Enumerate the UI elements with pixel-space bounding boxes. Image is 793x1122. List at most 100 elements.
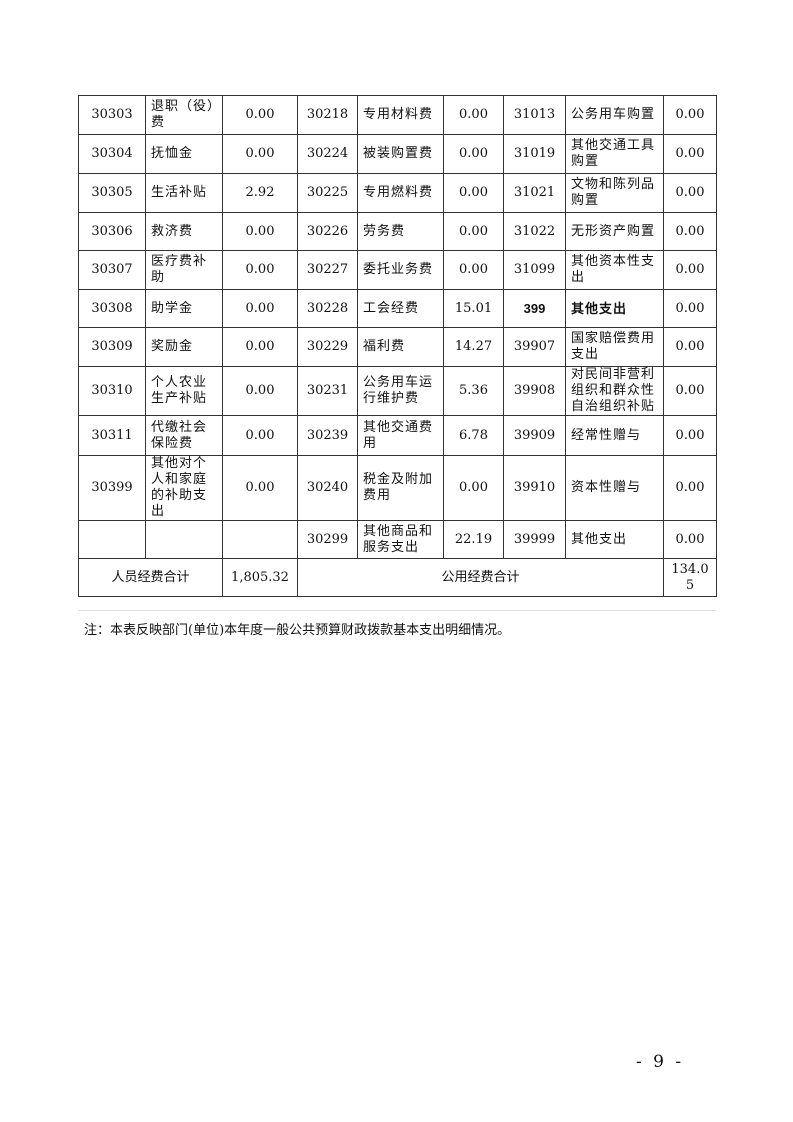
amount-cell: 0.00 [222,250,298,290]
amount-cell: 0.00 [222,212,298,251]
amount-cell: 0.00 [663,173,717,213]
code-cell: 31019 [503,134,566,174]
code-cell: 39908 [503,366,566,416]
amount-cell: 0.00 [663,455,717,521]
name-cell: 文物和陈列品购置 [565,173,664,213]
code-cell: 30304 [78,134,146,174]
amount-cell: 22.19 [443,520,504,559]
amount-cell: 0.00 [222,366,298,416]
amount-cell: 0.00 [222,95,298,135]
name-cell: 公务用车运行维护费 [357,366,444,416]
name-cell: 助学金 [145,289,223,328]
amount-cell: 14.27 [443,327,504,367]
name-cell: 其他交通费用 [357,415,444,456]
amount-cell: 0.00 [443,212,504,251]
name-cell: 专用材料费 [357,95,444,135]
code-cell: 30228 [297,289,358,328]
code-cell: 30239 [297,415,358,456]
amount-cell: 0.00 [663,134,717,174]
name-cell: 税金及附加费用 [357,455,444,521]
totals-row: 人员经费合计 1,805.32 公用经费合计 134.05 [78,558,717,597]
code-cell: 31013 [503,95,566,135]
table-row: 30309 奖励金 0.00 30229 福利费 14.27 39907 国家赔偿费用支出 0.… [78,327,717,367]
code-cell: 30231 [297,366,358,416]
name-cell: 救济费 [145,212,223,251]
amount-cell: 0.00 [222,455,298,521]
amount-cell: 0.00 [663,415,717,456]
code-cell: 30305 [78,173,146,213]
name-cell: 抚恤金 [145,134,223,174]
name-cell: 公务用车购置 [565,95,664,135]
name-cell: 其他交通工具购置 [565,134,664,174]
name-cell: 国家赔偿费用支出 [565,327,664,367]
name-cell: 医疗费补助 [145,250,223,290]
code-cell [78,520,146,559]
name-cell: 其他资本性支出 [565,250,664,290]
name-cell: 被装购置费 [357,134,444,174]
code-cell: 30224 [297,134,358,174]
amount-cell: 0.00 [443,173,504,213]
code-cell: 30226 [297,212,358,251]
code-cell: 30299 [297,520,358,559]
code-cell: 30307 [78,250,146,290]
amount-cell: 0.00 [443,95,504,135]
amount-cell: 0.00 [663,95,717,135]
amount-cell [222,520,298,559]
amount-cell: 5.36 [443,366,504,416]
amount-cell: 0.00 [443,455,504,521]
page-number: - 9 - [636,1052,685,1072]
amount-cell: 0.00 [663,212,717,251]
table-row: 30305 生活补贴 2.92 30225 专用燃料费 0.00 31021 文物和陈列品购置… [78,173,717,213]
code-cell: 30303 [78,95,146,135]
code-cell: 399 [503,289,566,328]
name-cell: 福利费 [357,327,444,367]
code-cell: 30229 [297,327,358,367]
name-cell: 无形资产购置 [565,212,664,251]
code-cell: 30240 [297,455,358,521]
amount-cell: 6.78 [443,415,504,456]
table-row: 30311 代缴社会保险费 0.00 30239 其他交通费用 6.78 39909 经常性赠… [78,415,717,456]
name-cell: 对民间非营利组织和群众性自治组织补贴 [565,366,664,416]
code-cell: 31099 [503,250,566,290]
amount-cell: 0.00 [663,366,717,416]
table-row: 30304 抚恤金 0.00 30224 被装购置费 0.00 31019 其他交通工具购置 0… [78,134,717,174]
code-cell: 31022 [503,212,566,251]
table-row: 30306 救济费 0.00 30226 劳务费 0.00 31022 无形资产购置 0.00 [78,212,717,251]
divider [78,610,716,611]
amount-cell: 2.92 [222,173,298,213]
name-cell: 生活补贴 [145,173,223,213]
personnel-total-value: 1,805.32 [222,558,298,597]
public-total-label: 公用经费合计 [297,558,664,597]
table-row: 30310 个人农业生产补贴 0.00 30231 公务用车运行维护费 5.36 39908… [78,366,717,416]
code-cell: 30310 [78,366,146,416]
name-cell: 委托业务费 [357,250,444,290]
code-cell: 39999 [503,520,566,559]
public-total-value: 134.05 [663,558,717,597]
amount-cell: 0.00 [222,415,298,456]
table-row: 30307 医疗费补助 0.00 30227 委托业务费 0.00 31099 其他资本性支出… [78,250,717,290]
amount-cell: 0.00 [443,250,504,290]
code-cell: 30218 [297,95,358,135]
amount-cell: 0.00 [222,289,298,328]
amount-cell: 0.00 [663,520,717,559]
code-cell: 30308 [78,289,146,328]
name-cell: 其他商品和服务支出 [357,520,444,559]
name-cell: 其他支出 [565,289,664,328]
amount-cell: 15.01 [443,289,504,328]
name-cell: 奖励金 [145,327,223,367]
footnote: 注：本表反映部门(单位)本年度一般公共预算财政拨款基本支出明细情况。 [84,623,511,638]
name-cell: 其他对个人和家庭的补助支出 [145,455,223,521]
amount-cell: 0.00 [443,134,504,174]
amount-cell: 0.00 [663,289,717,328]
code-cell: 39907 [503,327,566,367]
name-cell: 经常性赠与 [565,415,664,456]
name-cell: 工会经费 [357,289,444,328]
name-cell: 其他支出 [565,520,664,559]
code-cell: 39910 [503,455,566,521]
code-cell: 30309 [78,327,146,367]
name-cell: 资本性赠与 [565,455,664,521]
table-row: 30399 其他对个人和家庭的补助支出 0.00 30240 税金及附加费用 0.00 39… [78,455,717,521]
code-cell: 30306 [78,212,146,251]
code-cell: 30227 [297,250,358,290]
code-cell: 30311 [78,415,146,456]
